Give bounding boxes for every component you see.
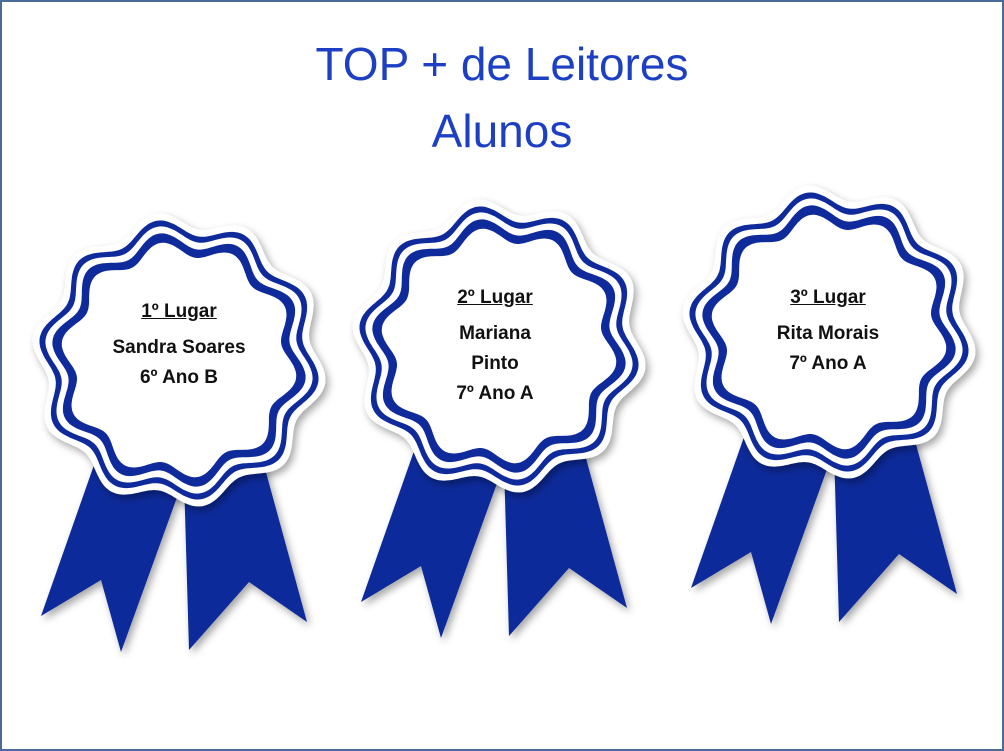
rosette-center: [381, 228, 617, 464]
ribbon-left: [361, 451, 504, 638]
award-name: Mariana: [459, 323, 531, 344]
award-class: 6º Ano B: [139, 367, 218, 388]
award-first-place: 1º Lugar Sandra Soares 6º Ano B: [69, 297, 289, 393]
award-name: Sandra Soares: [112, 337, 246, 358]
ribbon-left: [691, 437, 834, 624]
award-place: 2º Lugar: [457, 287, 533, 308]
slide-subtitle: Alunos: [431, 105, 573, 157]
ribbon-right: [504, 451, 627, 636]
award-name: Rita Morais: [776, 323, 880, 344]
award-second-place: 2º Lugar Mariana Pinto 7º Ano A: [385, 283, 605, 409]
ribbon-right: [834, 437, 957, 622]
award-place: 3º Lugar: [790, 287, 866, 308]
ribbon-right: [184, 465, 307, 650]
rosette-center: [61, 242, 297, 478]
award-third-place: 3º Lugar Rita Morais 7º Ano A: [718, 283, 938, 379]
rosette-center: [711, 214, 947, 450]
award-class: 7º Ano A: [789, 353, 867, 374]
award-class: 7º Ano A: [456, 383, 534, 404]
award-place: 1º Lugar: [141, 301, 217, 322]
ribbon-left: [41, 465, 184, 652]
slide-title: TOP + de Leitores: [315, 38, 689, 90]
award-name: Pinto: [471, 353, 519, 374]
